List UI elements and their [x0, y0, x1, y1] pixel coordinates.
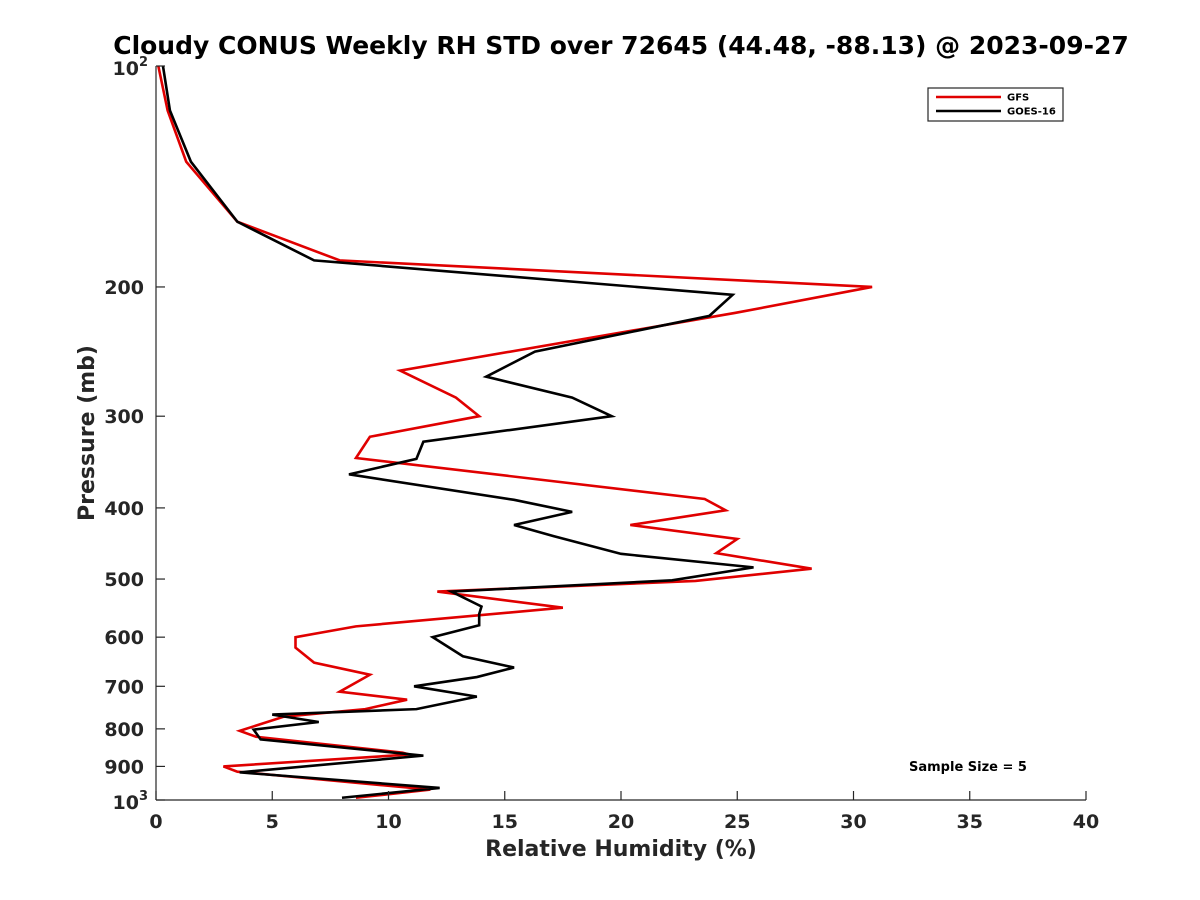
chart-title: Cloudy CONUS Weekly RH STD over 72645 (4… — [113, 31, 1129, 60]
x-tick-label: 10 — [375, 811, 401, 833]
x-tick-label: 20 — [608, 811, 634, 833]
y-tick-label: 800 — [104, 719, 144, 741]
sample-size-annotation: Sample Size = 5 — [909, 760, 1027, 775]
y-tick-label: 600 — [104, 627, 144, 649]
x-tick-label: 40 — [1073, 811, 1099, 833]
x-tick-label: 25 — [724, 811, 750, 833]
y-tick-label: 300 — [104, 406, 144, 428]
y-tick-label: 500 — [104, 569, 144, 591]
series-line-goes-16 — [161, 65, 754, 800]
legend-label: GFS — [1007, 93, 1029, 104]
y-tick-label: 700 — [104, 676, 144, 698]
legend-box — [927, 87, 1064, 122]
y-axis-label: Pressure (mb) — [75, 345, 100, 521]
legend: GFS GOES-16 — [927, 87, 1064, 122]
y-tick-label: 102 — [113, 55, 149, 80]
series-line-gfs — [157, 65, 873, 800]
y-tick-label: 103 — [113, 789, 149, 814]
x-tick-label: 0 — [149, 811, 162, 833]
x-tick-label: 5 — [266, 811, 279, 833]
y-tick-label: 200 — [104, 277, 144, 299]
legend-label: GOES-16 — [1007, 107, 1056, 118]
y-tick-label: 900 — [104, 756, 144, 778]
x-axis-label: Relative Humidity (%) — [485, 837, 757, 862]
x-tick-label: 30 — [840, 811, 866, 833]
plot-area: 0 5 10 15 20 25 30 35 40 102 200 300 400 500 600 700 800… — [104, 55, 1099, 833]
y-tick-label: 400 — [104, 498, 144, 520]
x-tick-label: 15 — [492, 811, 518, 833]
x-tick-label: 35 — [957, 811, 983, 833]
